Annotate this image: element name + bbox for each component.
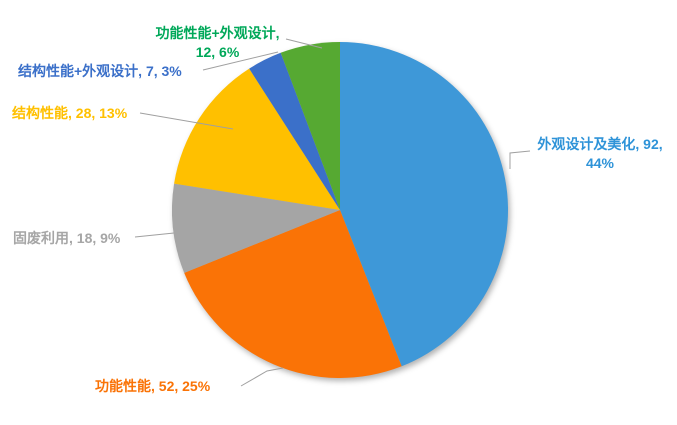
- pie-slice-4[interactable]: [174, 68, 340, 210]
- pie-slice-5[interactable]: [249, 52, 340, 211]
- leader-line-structure-appearance: [202, 51, 279, 71]
- leader-line-solid-waste: [134, 232, 175, 238]
- data-label-structure: 结构性能, 28, 13%: [12, 105, 128, 121]
- leader-line-function-appearance: [285, 38, 323, 49]
- data-label-line: 44%: [585, 155, 615, 171]
- data-label-function: 功能性能, 52, 25%: [95, 378, 211, 394]
- pie-slices-group: [172, 42, 509, 379]
- data-label-line: 功能性能+外观设计,: [155, 25, 280, 41]
- pie-slice-2[interactable]: [184, 210, 402, 379]
- leader-line-function: [240, 367, 284, 387]
- pie-slice-1[interactable]: [340, 42, 509, 367]
- leader-line-structure: [139, 112, 234, 130]
- data-label-line: 外观设计及美化, 92,: [537, 136, 663, 152]
- data-label-solid-waste: 固废利用, 18, 9%: [13, 230, 121, 246]
- pie-slice-3[interactable]: [172, 183, 340, 273]
- data-label-line: 12, 6%: [195, 44, 240, 60]
- data-label-appearance: 外观设计及美化, 92, 44%: [524, 135, 676, 173]
- leader-line-appearance: [509, 150, 531, 169]
- data-label-structure-appearance: 结构性能+外观设计, 7, 3%: [18, 63, 182, 79]
- pie-slice-6[interactable]: [280, 42, 340, 210]
- data-label-function-appearance: 功能性能+外观设计, 12, 6%: [145, 24, 290, 62]
- leader-lines-group: [134, 38, 531, 387]
